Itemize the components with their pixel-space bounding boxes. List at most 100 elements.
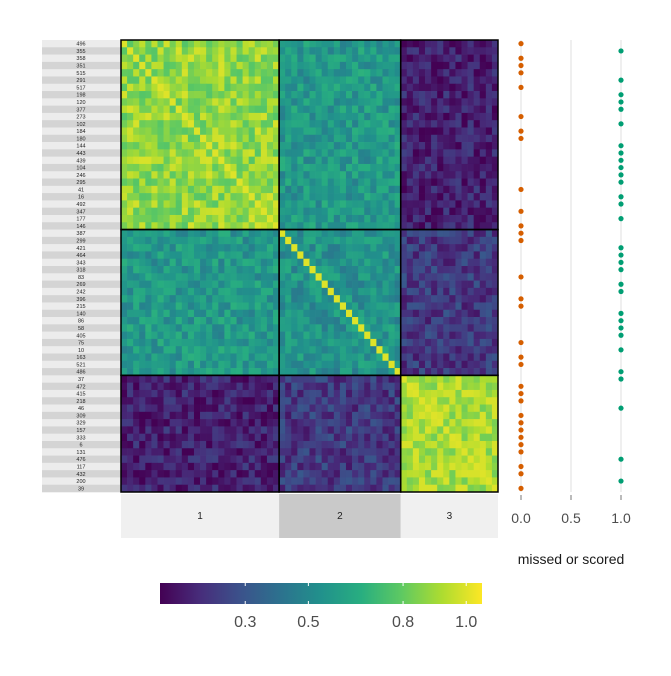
heatmap-cell [473,287,481,296]
heatmap-cell [127,368,134,376]
scored-point [618,245,624,251]
heatmap-cell [200,178,207,187]
heatmap-cell [315,83,323,92]
heatmap-cell [425,433,432,442]
heatmap-cell [121,54,128,63]
heatmap-cell [133,426,140,435]
heatmap-cell [406,69,414,77]
heatmap-cell [273,470,280,478]
heatmap-cell [345,193,353,201]
heatmap-cell [339,331,347,340]
heatmap-cell [321,134,329,143]
heatmap-cell [437,470,444,478]
heatmap-cell [327,251,335,260]
heatmap-cell [187,127,195,136]
heatmap-cell [333,83,341,92]
heatmap-cell [121,98,128,106]
heatmap-cell [418,91,426,99]
heatmap-cell [218,346,225,354]
heatmap-cell [230,185,237,194]
heatmap-cell [315,484,323,493]
heatmap-cell [254,156,262,165]
heatmap-cell [260,222,268,230]
heatmap-cell [187,214,195,223]
heatmap-cell [352,346,359,354]
heatmap-cell [200,404,207,413]
heatmap-cell [285,127,292,136]
heatmap-cell [133,120,140,128]
heatmap-cell [345,338,353,347]
heatmap-cell [285,375,292,383]
heatmap-cell [406,266,414,274]
heatmap-cell [285,324,292,332]
heatmap-cell [431,397,438,405]
scored-point [618,405,624,411]
heatmap-cell [230,178,237,187]
heatmap-cell [163,462,170,471]
heatmap-cell [400,389,408,398]
row-label: 291 [76,78,85,84]
heatmap-cell [254,331,262,340]
heatmap-cell [449,105,456,114]
heatmap-cell [230,353,237,362]
heatmap-cell [443,163,450,172]
heatmap-cell [309,302,316,311]
heatmap-cell [218,382,225,391]
heatmap-cell [455,200,462,209]
heatmap-cell [273,375,280,383]
heatmap-cell [151,382,158,391]
heatmap-cell [406,236,414,245]
heatmap-cell [321,404,329,413]
heatmap-cell [309,338,316,347]
heatmap-cell [333,375,341,383]
heatmap-cell [376,105,383,114]
heatmap-cell [406,295,414,303]
heatmap-cell [382,185,389,194]
heatmap-cell [291,40,298,48]
heatmap-cell [327,470,335,478]
heatmap-cell [382,309,389,318]
heatmap-cell [364,368,371,376]
heatmap-cell [425,142,432,150]
heatmap-cell [133,317,140,325]
heatmap-cell [206,149,213,157]
heatmap-cell [443,331,450,340]
heatmap-cell [485,426,493,435]
heatmap-cell [345,295,353,303]
heatmap-cell [461,251,468,260]
heatmap-cell [291,156,298,165]
heatmap-cell [193,440,201,449]
row-label-stripe [42,229,121,238]
heatmap-cell [236,324,243,332]
heatmap-cell [364,171,371,179]
heatmap-cell [236,149,243,157]
heatmap-cell [431,40,438,48]
heatmap-cell [127,251,134,260]
heatmap-cell [303,368,310,376]
heatmap-cell [352,368,359,376]
heatmap-cell [224,462,231,471]
heatmap-cell [273,302,280,311]
heatmap-cell [345,91,353,99]
heatmap-cell [212,397,219,405]
heatmap-cell [285,98,292,106]
heatmap-cell [151,302,158,311]
heatmap-cell [139,200,146,209]
heatmap-cell [224,251,231,260]
heatmap-cell [327,360,335,369]
heatmap-cell [443,134,450,143]
heatmap-cell [193,61,201,70]
heatmap-cell [352,229,359,238]
heatmap-cell [443,433,450,442]
heatmap-cell [151,287,158,296]
heatmap-cell [473,389,481,398]
heatmap-cell [279,76,286,85]
heatmap-cell [206,411,213,420]
heatmap-cell [230,156,237,165]
heatmap-cell [193,324,201,332]
heatmap-cell [315,244,323,252]
heatmap-cell [273,353,280,362]
heatmap-cell [425,61,432,70]
heatmap-cell [431,448,438,456]
heatmap-cell [206,324,213,332]
